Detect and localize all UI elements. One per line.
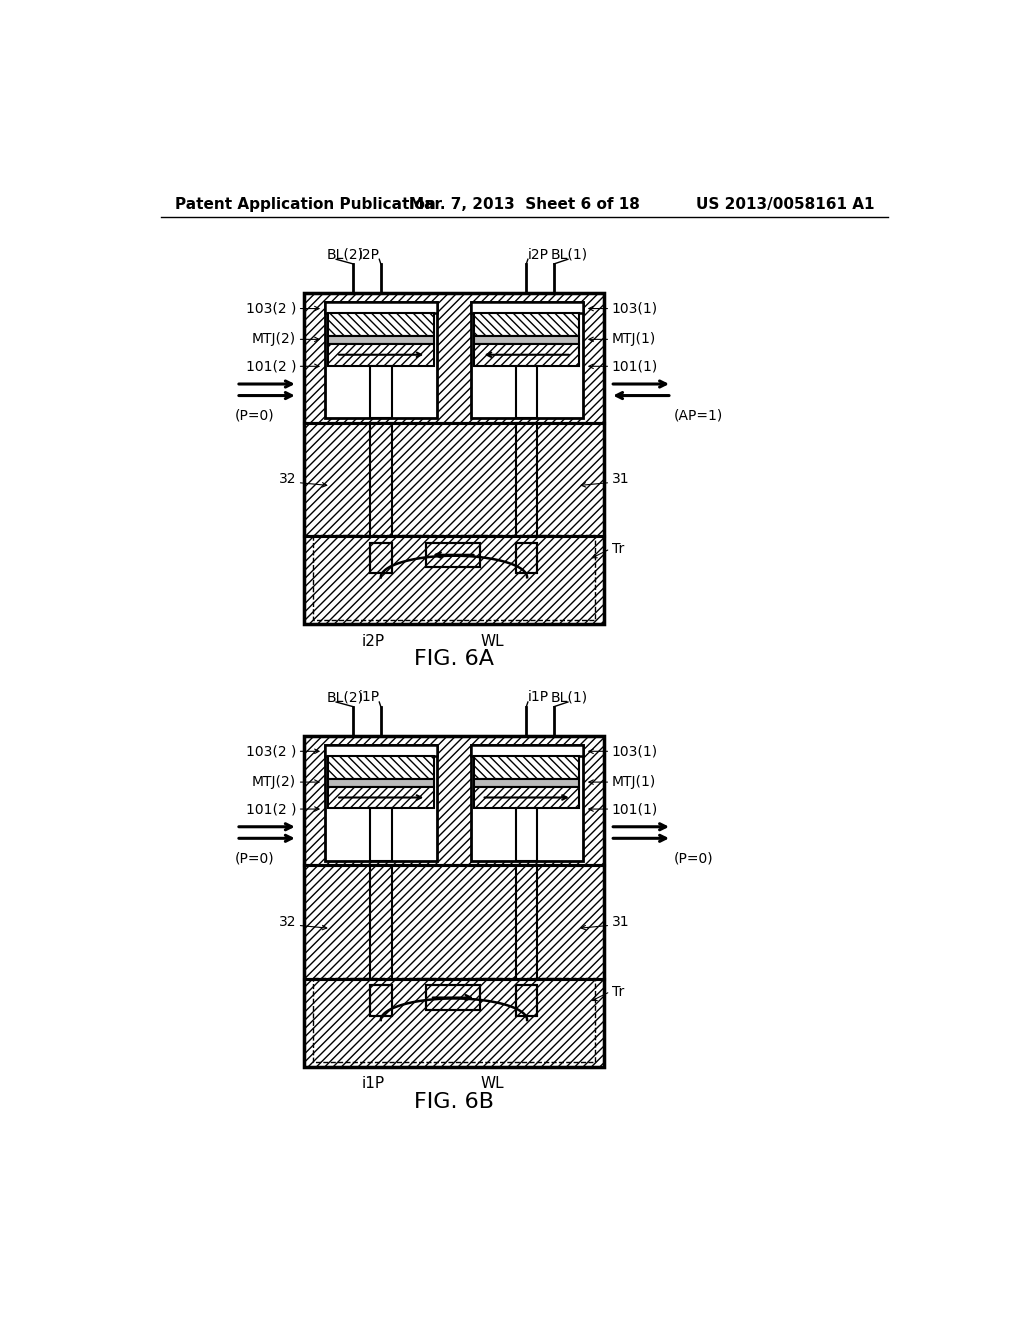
Text: 32: 32	[279, 915, 296, 929]
Bar	[304, 293, 604, 422]
Text: MTJ(2): MTJ(2)	[252, 775, 296, 789]
Bar	[426, 985, 480, 1010]
Text: Mar. 7, 2013  Sheet 6 of 18: Mar. 7, 2013 Sheet 6 of 18	[410, 197, 640, 213]
Text: 101(2 ): 101(2 )	[246, 359, 296, 374]
Text: 101(1): 101(1)	[611, 803, 658, 816]
Bar	[370, 808, 391, 861]
Bar	[515, 985, 538, 1016]
Bar	[370, 543, 391, 573]
Text: BL(1): BL(1)	[550, 248, 588, 261]
Text: FIG. 6A: FIG. 6A	[414, 649, 494, 669]
Text: US 2013/0058161 A1: US 2013/0058161 A1	[696, 197, 874, 213]
Text: (P=0): (P=0)	[234, 851, 274, 866]
Bar	[474, 756, 580, 779]
Text: BL(2): BL(2)	[326, 248, 364, 261]
Bar	[304, 979, 604, 1067]
Bar	[474, 779, 580, 787]
Text: 31: 31	[611, 915, 630, 929]
Bar	[474, 313, 580, 337]
Text: i2P: i2P	[361, 634, 385, 648]
Text: (P=0): (P=0)	[674, 851, 713, 866]
Bar	[329, 337, 434, 345]
Text: i2P: i2P	[527, 248, 549, 261]
Text: 31: 31	[611, 473, 630, 487]
Bar	[329, 756, 434, 779]
Text: BL(1): BL(1)	[550, 690, 588, 705]
Bar	[515, 985, 538, 1016]
Text: i1P: i1P	[361, 1076, 385, 1092]
Bar	[329, 779, 434, 787]
Bar	[515, 366, 538, 418]
Text: BL(2): BL(2)	[326, 690, 364, 705]
Text: WL: WL	[480, 1076, 504, 1092]
Bar	[370, 543, 391, 573]
Text: WL: WL	[480, 634, 504, 648]
Bar	[426, 543, 480, 568]
Text: Patent Application Publication: Patent Application Publication	[175, 197, 436, 213]
Text: i2P: i2P	[358, 248, 380, 261]
Text: 103(2 ): 103(2 )	[246, 744, 296, 758]
Bar	[326, 302, 437, 418]
Bar	[515, 866, 538, 979]
Text: MTJ(1): MTJ(1)	[611, 333, 656, 346]
Text: i1P: i1P	[358, 690, 380, 705]
Bar	[304, 737, 604, 1067]
Bar	[474, 345, 580, 366]
Bar	[370, 866, 391, 979]
Bar	[313, 535, 595, 619]
Bar	[426, 543, 480, 568]
Bar	[326, 302, 437, 313]
Text: 101(1): 101(1)	[611, 359, 658, 374]
Text: Tr: Tr	[611, 541, 624, 556]
Text: (P=0): (P=0)	[234, 409, 274, 422]
Bar	[304, 536, 604, 624]
Text: MTJ(1): MTJ(1)	[611, 775, 656, 789]
Text: 32: 32	[279, 473, 296, 487]
Bar	[370, 366, 391, 418]
Bar	[471, 302, 583, 418]
Bar	[304, 293, 604, 624]
Text: (AP=1): (AP=1)	[674, 409, 723, 422]
Text: 103(1): 103(1)	[611, 744, 658, 758]
Bar	[474, 787, 580, 808]
Bar	[515, 808, 538, 861]
Bar	[329, 313, 434, 337]
Bar	[515, 543, 538, 573]
Bar	[329, 787, 434, 808]
Bar	[515, 422, 538, 536]
Bar	[471, 744, 583, 756]
Bar	[329, 345, 434, 366]
Bar	[326, 744, 437, 861]
Bar	[304, 422, 604, 536]
Bar	[304, 737, 604, 866]
Text: 103(2 ): 103(2 )	[246, 301, 296, 315]
Text: MTJ(2): MTJ(2)	[252, 333, 296, 346]
Bar	[471, 302, 583, 313]
Text: 101(2 ): 101(2 )	[246, 803, 296, 816]
Bar	[426, 985, 480, 1010]
Bar	[474, 337, 580, 345]
Bar	[313, 978, 595, 1063]
Text: i1P: i1P	[527, 690, 549, 705]
Text: 103(1): 103(1)	[611, 301, 658, 315]
Bar	[370, 422, 391, 536]
Bar	[471, 744, 583, 861]
Bar	[370, 985, 391, 1016]
Bar	[370, 985, 391, 1016]
Text: FIG. 6B: FIG. 6B	[414, 1092, 494, 1111]
Bar	[326, 744, 437, 756]
Bar	[515, 543, 538, 573]
Text: Tr: Tr	[611, 985, 624, 998]
Bar	[304, 866, 604, 979]
